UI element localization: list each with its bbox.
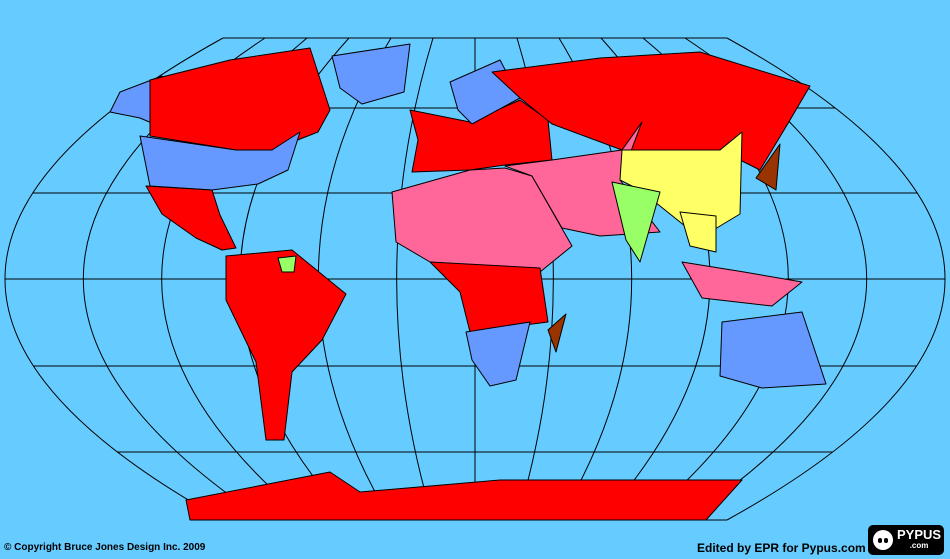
region-southeast-asia — [679, 211, 717, 253]
region-greenland — [331, 43, 411, 105]
region-canada — [149, 47, 331, 151]
region-central-america — [145, 185, 237, 251]
region-south-america — [225, 249, 347, 441]
region-southern-africa — [465, 321, 531, 387]
region-central-africa — [429, 261, 549, 333]
edited-by-text: Edited by EPR for Pypus.com — [697, 541, 866, 555]
region-russia — [491, 51, 811, 171]
region-north-africa — [391, 167, 573, 273]
region-india — [611, 181, 661, 263]
logo-sub: .com — [909, 541, 929, 550]
countries — [109, 43, 827, 521]
logo-text: PYPUS — [897, 527, 942, 542]
region-guyana — [277, 255, 297, 273]
region-australia — [719, 311, 827, 389]
region-indonesia — [681, 261, 803, 307]
pypus-logo[interactable]: PYPUS .com — [868, 525, 944, 555]
region-antarctica — [185, 471, 743, 521]
copyright-text: © Copyright Bruce Jones Design Inc. 2009 — [4, 542, 206, 553]
region-japan — [755, 143, 781, 191]
region-madagascar — [547, 313, 567, 353]
region-china — [619, 131, 743, 239]
pypus-face-icon — [873, 530, 893, 550]
